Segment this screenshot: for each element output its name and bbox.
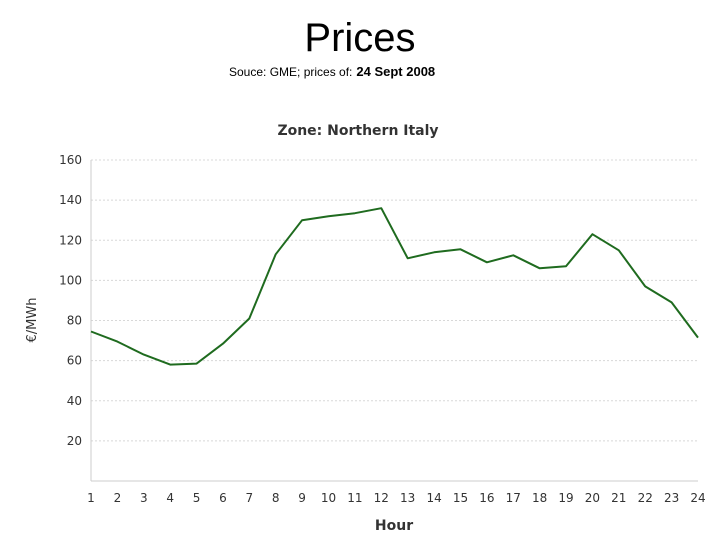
date-text: 24 Sept 2008 bbox=[356, 64, 436, 79]
chart-title: Zone: Northern Italy bbox=[277, 123, 438, 139]
y-tick-labels: 20 40 60 80 100 120 140 160 bbox=[59, 153, 82, 448]
x-tick-label: 3 bbox=[140, 491, 148, 505]
x-tick-label: 16 bbox=[479, 491, 494, 505]
x-tick-label: 24 bbox=[690, 491, 705, 505]
price-series-line bbox=[90, 207, 699, 366]
x-tick-label: 22 bbox=[638, 491, 653, 505]
y-tick-label: 100 bbox=[59, 273, 82, 287]
x-tick-label: 6 bbox=[219, 491, 227, 505]
y-tick-label: 60 bbox=[67, 354, 82, 368]
x-tick-label: 18 bbox=[532, 491, 547, 505]
x-tick-label: 19 bbox=[558, 491, 573, 505]
slide-subtitle: Souce: GME; prices of: 24 Sept 2008 bbox=[229, 64, 435, 80]
x-tick-label: 17 bbox=[506, 491, 521, 505]
y-tick-label: 20 bbox=[67, 434, 82, 448]
x-axis-title: Hour bbox=[375, 518, 413, 534]
x-tick-label: 8 bbox=[272, 491, 280, 505]
x-tick-label: 5 bbox=[193, 491, 201, 505]
x-tick-label: 23 bbox=[664, 491, 679, 505]
y-axis-title: €/MWh bbox=[25, 298, 40, 343]
x-tick-label: 15 bbox=[453, 491, 468, 505]
x-tick-label: 20 bbox=[585, 491, 600, 505]
slide-title: Prices bbox=[304, 16, 416, 60]
x-tick-label: 10 bbox=[321, 491, 336, 505]
y-tick-label: 40 bbox=[67, 394, 82, 408]
y-tick-label: 140 bbox=[59, 193, 82, 207]
x-tick-label: 21 bbox=[611, 491, 626, 505]
grid-lines bbox=[91, 159, 698, 442]
x-tick-label: 14 bbox=[426, 491, 441, 505]
series-layer bbox=[90, 207, 699, 366]
source-text: Souce: GME; prices of: bbox=[229, 65, 353, 79]
y-tick-label: 80 bbox=[67, 314, 82, 328]
x-tick-label: 9 bbox=[298, 491, 306, 505]
x-tick-label: 12 bbox=[374, 491, 389, 505]
axes bbox=[90, 160, 698, 482]
x-tick-label: 4 bbox=[166, 491, 174, 505]
y-tick-label: 120 bbox=[59, 233, 82, 247]
x-tick-label: 11 bbox=[347, 491, 362, 505]
x-tick-label: 1 bbox=[87, 491, 95, 505]
y-tick-label: 160 bbox=[59, 153, 82, 167]
x-tick-label: 2 bbox=[114, 491, 122, 505]
x-tick-labels: 1 2 3 4 5 6 7 8 9 10 11 12 13 14 15 16 17 18 19 20 21 22 23 24 bbox=[87, 491, 705, 505]
x-tick-label: 13 bbox=[400, 491, 415, 505]
x-tick-label: 7 bbox=[246, 491, 254, 505]
